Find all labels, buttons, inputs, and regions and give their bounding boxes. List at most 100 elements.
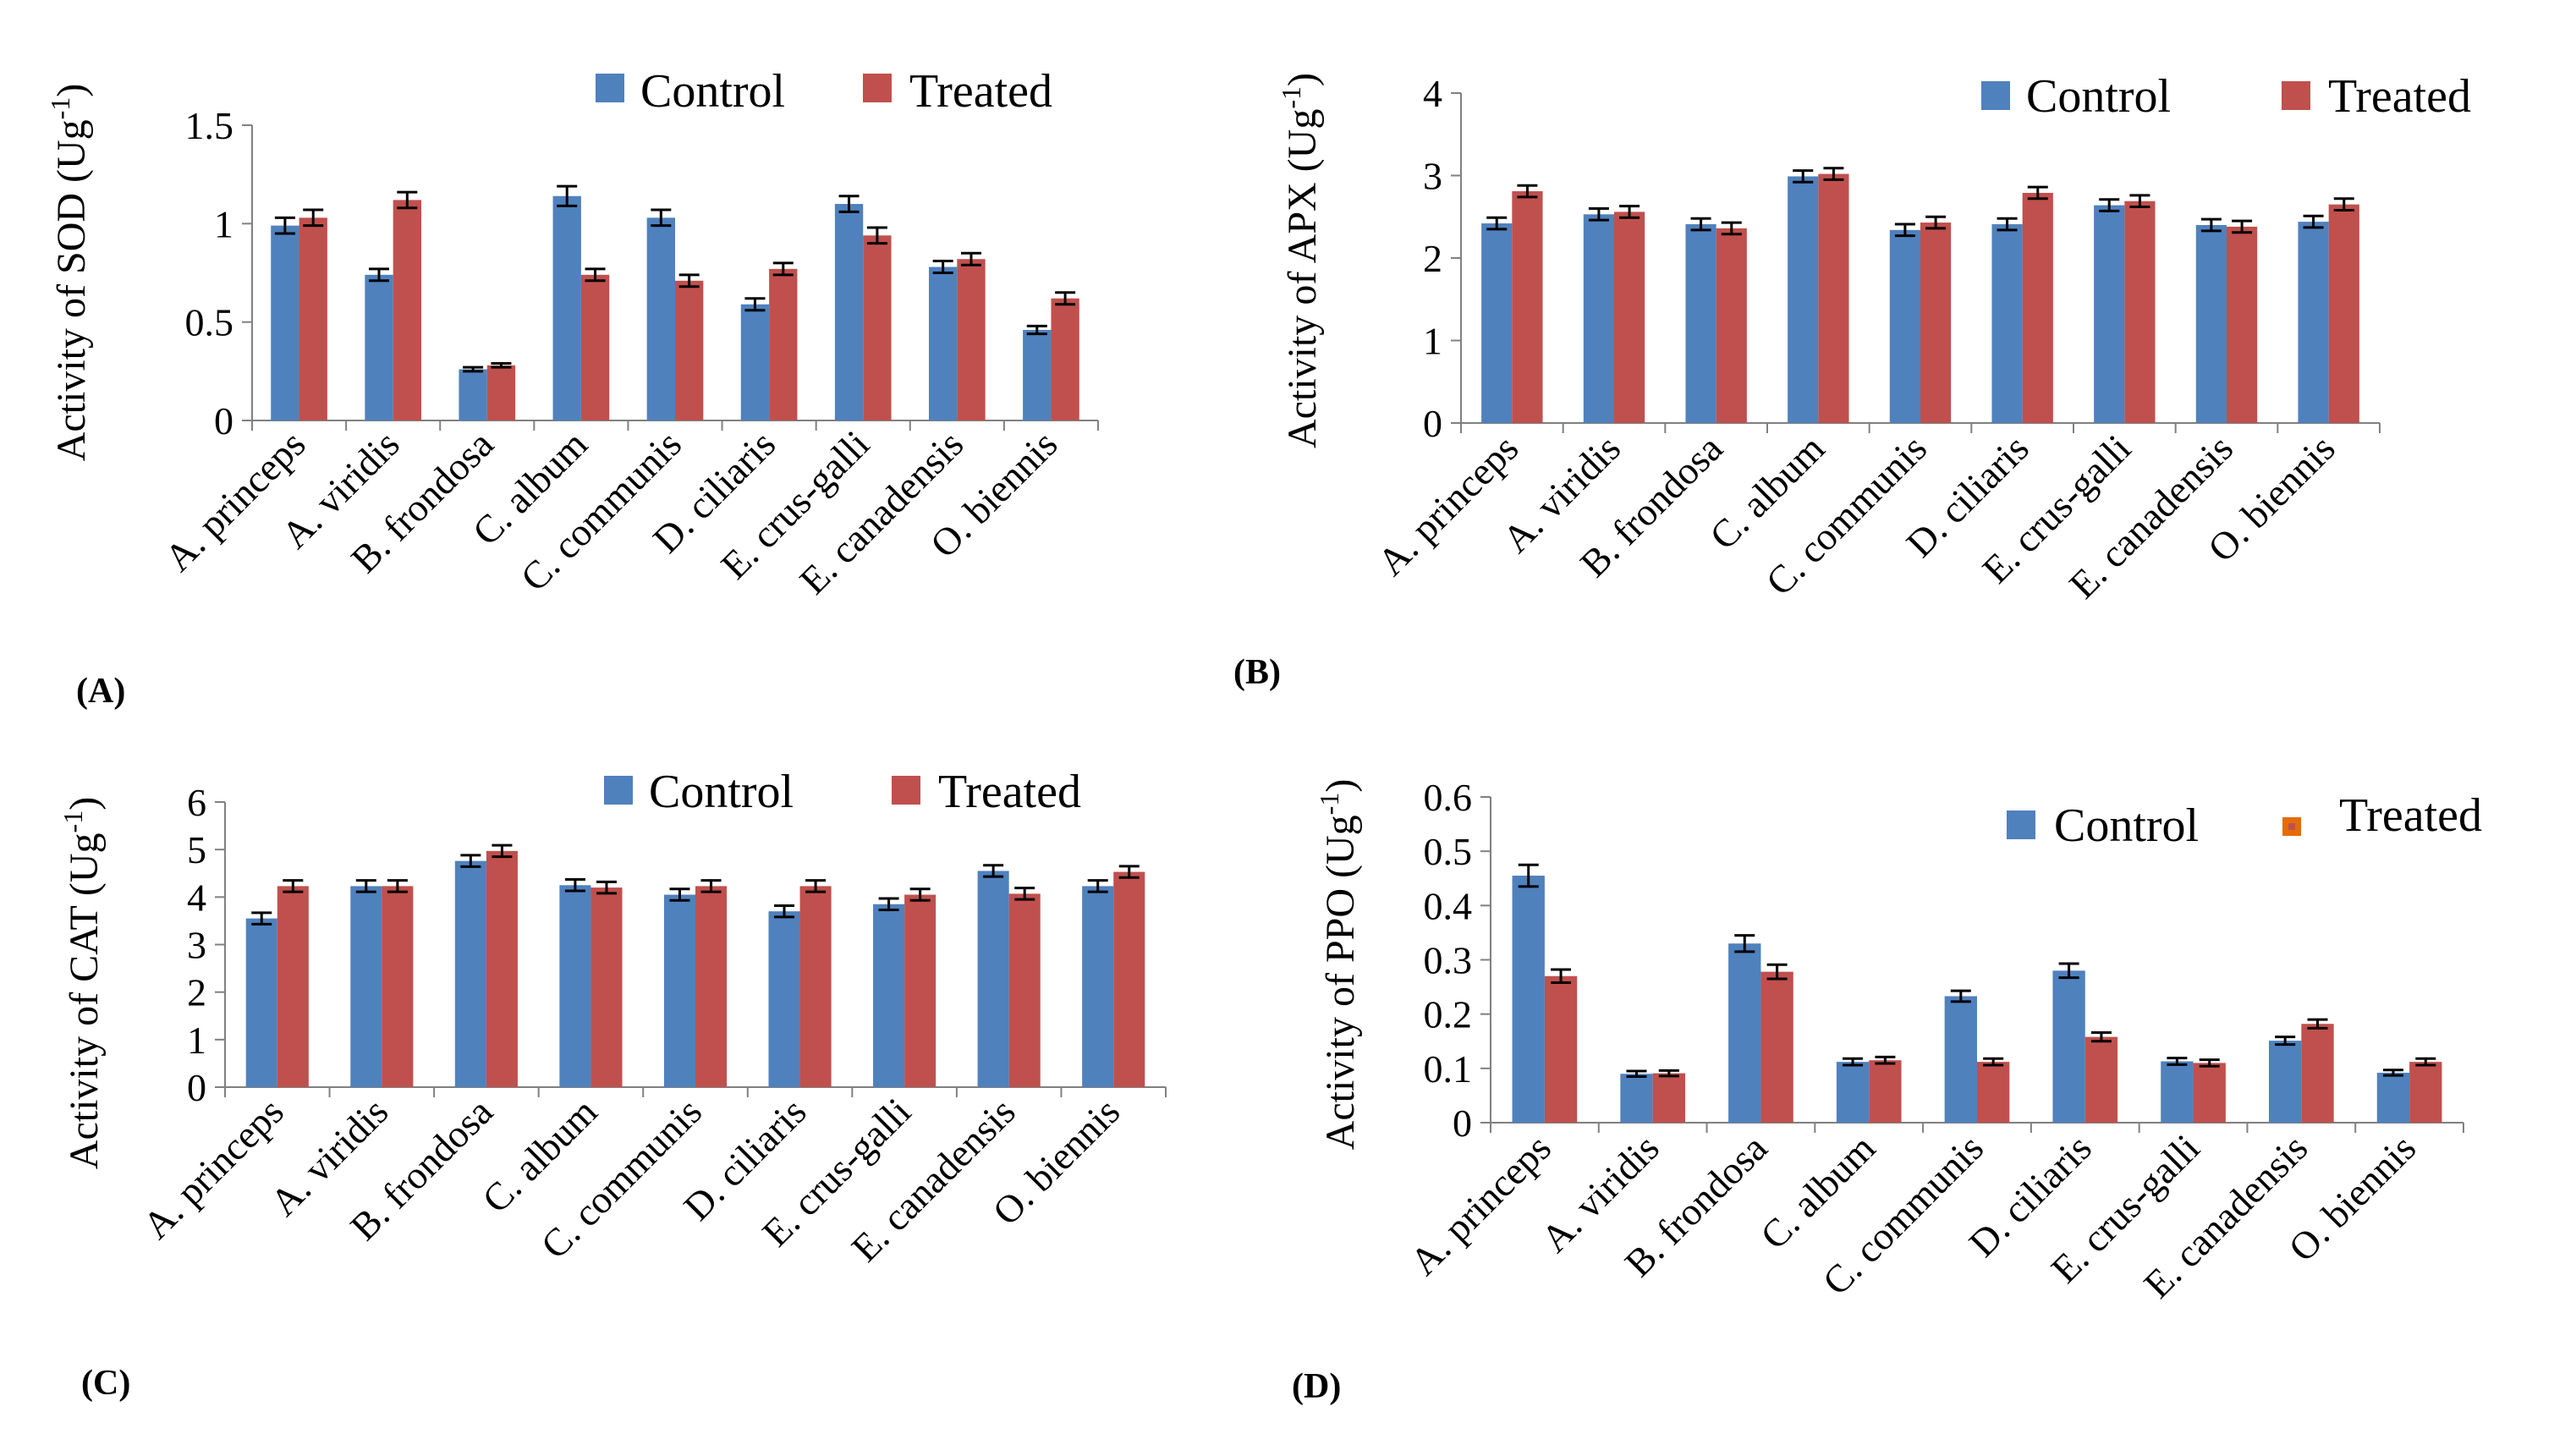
error-bar-control-d-ciliaris	[744, 297, 766, 312]
panel-label: (B)	[1233, 653, 1281, 692]
legend-label-control: Control	[2026, 70, 2171, 123]
error-bar-control-e-crus-galli	[2099, 198, 2120, 212]
bar-treated-a-viridis	[1614, 212, 1645, 423]
error-bar-treated-d-ciliaris	[805, 879, 827, 893]
bar-treated-d-ciliaris	[2022, 192, 2053, 423]
bar-treated-a-princeps	[1544, 975, 1578, 1123]
panel-label: (A)	[76, 672, 125, 711]
bar-control-a-viridis	[1620, 1074, 1653, 1123]
bar-control-a-princeps	[271, 225, 299, 420]
error-bar-control-e-canadensis	[2200, 217, 2222, 233]
bar-control-a-viridis	[1583, 214, 1614, 423]
error-bar-control-o-biennis	[2382, 1069, 2403, 1077]
legend-label-treated: Treated	[2339, 789, 2482, 842]
bar-control-b-frondosa	[459, 369, 487, 420]
error-bar-control-e-crus-galli	[838, 195, 860, 213]
bar-treated-c-album	[590, 887, 623, 1087]
error-bar-control-o-biennis	[1026, 324, 1047, 336]
error-bar-control-d-ciliaris	[1997, 217, 2018, 232]
error-bar-control-b-frondosa	[463, 365, 484, 373]
error-bar-treated-o-biennis	[2333, 197, 2354, 212]
y-axis-label: Activity of CAT (Ug-1)	[58, 797, 107, 1169]
error-bar-control-a-viridis	[369, 267, 389, 283]
error-bar-control-c-album	[1843, 1057, 1864, 1067]
legend: Control Treated	[596, 65, 1052, 118]
error-bar-control-c-album	[564, 878, 585, 893]
bar-treated-e-crus-galli	[904, 894, 936, 1087]
bar-control-c-album	[559, 885, 591, 1087]
error-bar-treated-c-communis	[1983, 1057, 2004, 1067]
error-bar-treated-o-biennis	[1055, 291, 1076, 306]
legend-swatch-inner	[2288, 823, 2295, 830]
error-bar-treated-a-viridis	[397, 190, 418, 210]
bar-treated-e-crus-galli	[2124, 201, 2156, 423]
bar-treated-a-princeps	[299, 217, 327, 420]
error-bar-treated-e-crus-galli	[909, 887, 931, 902]
legend: Control Treated	[604, 766, 1081, 818]
bar-treated-a-princeps	[1512, 191, 1543, 423]
bar-treated-c-album	[1818, 173, 1849, 424]
bar-treated-d-ciliaris	[2084, 1036, 2118, 1123]
error-bar-treated-a-viridis	[1658, 1069, 1679, 1078]
y-tick-label: 0.1	[1424, 1047, 1473, 1091]
y-tick-label: 0	[214, 399, 233, 442]
bar-control-b-frondosa	[1685, 224, 1716, 423]
error-bar-control-a-viridis	[1588, 207, 1609, 222]
error-bar-treated-b-frondosa	[1766, 963, 1788, 981]
legend-swatch-control	[2007, 810, 2035, 839]
bar-control-e-crus-galli	[2094, 205, 2125, 423]
error-bar-control-c-album	[1793, 169, 1814, 184]
error-bar-control-b-frondosa	[1690, 217, 1711, 232]
legend-swatch-control	[604, 776, 633, 805]
error-bar-treated-o-biennis	[2415, 1057, 2436, 1067]
error-bar-control-c-album	[557, 184, 578, 207]
error-bar-control-c-communis	[651, 208, 672, 228]
y-tick-label: 4	[187, 876, 206, 919]
bar-treated-e-canadensis	[957, 259, 986, 420]
legend: Control Treated	[1981, 70, 2471, 123]
bar-control-e-canadensis	[977, 871, 1009, 1087]
error-bar-control-c-communis	[669, 887, 690, 902]
error-bar-control-a-princeps	[1518, 863, 1539, 888]
error-bar-treated-d-ciliaris	[2027, 185, 2048, 201]
error-bar-control-d-ciliaris	[774, 904, 795, 919]
y-tick-label: 0	[1423, 402, 1442, 445]
bar-control-b-frondosa	[454, 860, 486, 1087]
bar-control-c-communis	[1944, 996, 1977, 1123]
panel-label: (D)	[1292, 1367, 1341, 1406]
y-tick-label: 2	[187, 971, 206, 1014]
error-bar-control-e-canadensis	[932, 260, 953, 274]
category-label-a-princeps: A. princeps	[1369, 426, 1526, 584]
bar-control-b-frondosa	[1728, 943, 1761, 1123]
y-tick-label: 0.3	[1424, 939, 1473, 982]
y-tick-label: 0.5	[185, 301, 234, 344]
error-bar-treated-d-ciliaris	[772, 261, 794, 277]
error-bar-control-b-frondosa	[460, 854, 481, 868]
bar-control-e-crus-galli	[873, 904, 905, 1087]
error-bar-treated-c-communis	[700, 879, 722, 893]
bar-treated-e-crus-galli	[863, 235, 892, 420]
bar-control-a-princeps	[1512, 876, 1545, 1123]
bar-control-d-ciliaris	[2052, 970, 2085, 1123]
error-bar-control-d-ciliaris	[2058, 962, 2079, 980]
bar-treated-c-communis	[1920, 223, 1952, 423]
category-label-a-princeps: A. princeps	[135, 1090, 292, 1247]
y-tick-label: 1.5	[185, 104, 234, 147]
error-bar-control-e-canadensis	[983, 864, 1004, 878]
bar-control-a-viridis	[365, 274, 393, 420]
error-bar-treated-c-album	[1875, 1055, 1896, 1065]
error-bar-control-e-crus-galli	[2167, 1057, 2188, 1066]
bar-control-c-communis	[663, 894, 695, 1087]
bar-control-d-ciliaris	[740, 304, 770, 420]
error-bar-treated-a-viridis	[1619, 205, 1640, 219]
error-bar-control-e-canadensis	[2275, 1036, 2296, 1047]
legend-label-treated: Treated	[2328, 70, 2471, 123]
y-tick-label: 6	[187, 781, 206, 824]
bar-control-a-viridis	[350, 886, 382, 1087]
bar-control-e-canadensis	[929, 266, 958, 420]
y-tick-label: 5	[187, 828, 206, 871]
y-tick-label: 0	[1453, 1102, 1472, 1145]
